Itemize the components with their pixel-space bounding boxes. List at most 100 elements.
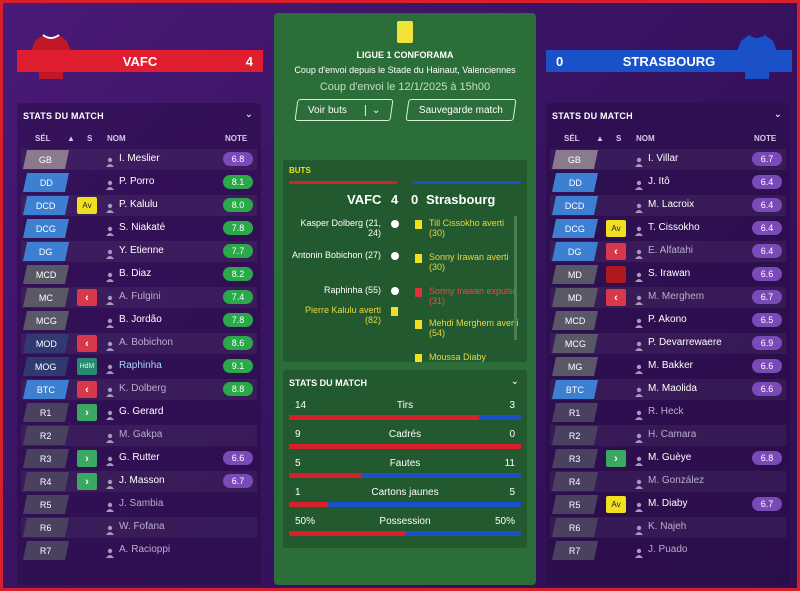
player-name[interactable]: G. Gerard xyxy=(119,406,164,417)
player-name[interactable]: A. Bobichon xyxy=(119,337,173,348)
player-row[interactable]: MCG P. Devarrewaere 6.9 xyxy=(550,333,786,354)
player-name[interactable]: P. Devarrewaere xyxy=(648,337,722,348)
player-name[interactable]: R. Heck xyxy=(648,406,684,417)
player-row[interactable]: R4 M. González xyxy=(550,471,786,492)
player-row[interactable]: DD P. Porro 8.1 xyxy=(21,172,257,193)
header-s[interactable]: S xyxy=(616,134,622,143)
position-badge[interactable]: R5 xyxy=(551,495,599,514)
position-badge[interactable]: R3 xyxy=(551,449,599,468)
player-name[interactable]: M. Maolida xyxy=(648,383,697,394)
player-name[interactable]: A. Racioppi xyxy=(119,544,171,555)
player-name[interactable]: A. Fulgini xyxy=(119,291,161,302)
position-badge[interactable]: R2 xyxy=(22,426,70,445)
position-badge[interactable]: R4 xyxy=(22,472,70,491)
chevron-down-icon[interactable]: ⌄ xyxy=(510,376,519,387)
player-name[interactable]: W. Fofana xyxy=(119,521,165,532)
player-name[interactable]: M. Bakker xyxy=(648,360,694,371)
player-name[interactable]: J. Masson xyxy=(119,475,165,486)
player-row[interactable]: R4 › J. Masson 6.7 xyxy=(21,471,257,492)
position-badge[interactable]: MOG xyxy=(22,357,70,376)
player-name[interactable]: P. Akono xyxy=(648,314,687,325)
header-s[interactable]: S xyxy=(87,134,93,143)
player-row[interactable]: DG ‹ E. Alfatahi 6.4 xyxy=(550,241,786,262)
player-row[interactable]: MCD P. Akono 6.5 xyxy=(550,310,786,331)
sort-arrow-icon[interactable]: ▲ xyxy=(67,134,75,143)
position-badge[interactable]: R6 xyxy=(22,518,70,537)
player-name[interactable]: S. Irawan xyxy=(648,268,691,279)
player-row[interactable]: DCD M. Lacroix 6.4 xyxy=(550,195,786,216)
position-badge[interactable]: R6 xyxy=(551,518,599,537)
player-row[interactable]: R1 R. Heck xyxy=(550,402,786,423)
position-badge[interactable]: MCD xyxy=(551,311,599,330)
position-badge[interactable]: MC xyxy=(22,288,70,307)
player-row[interactable]: GB I. Villar 6.7 xyxy=(550,149,786,170)
position-badge[interactable]: MD xyxy=(551,265,599,284)
position-badge[interactable]: R5 xyxy=(22,495,70,514)
player-name[interactable]: H. Camara xyxy=(648,429,697,440)
player-row[interactable]: R2 H. Camara xyxy=(550,425,786,446)
header-sel[interactable]: SÉL xyxy=(35,134,51,143)
header-nom[interactable]: NOM xyxy=(636,134,655,143)
position-badge[interactable]: MCD xyxy=(22,265,70,284)
position-badge[interactable]: R3 xyxy=(22,449,70,468)
player-row[interactable]: R7 A. Racioppi xyxy=(21,540,257,561)
position-badge[interactable]: R7 xyxy=(22,541,70,560)
position-badge[interactable]: R4 xyxy=(551,472,599,491)
player-row[interactable]: DCG S. Niakaté 7.8 xyxy=(21,218,257,239)
position-badge[interactable]: DCD xyxy=(551,196,599,215)
player-row[interactable]: BTC M. Maolida 6.6 xyxy=(550,379,786,400)
position-badge[interactable]: DG xyxy=(22,242,70,261)
chevron-down-icon[interactable]: ⌄ xyxy=(244,109,253,120)
events-scrollbar[interactable] xyxy=(514,216,517,340)
player-row[interactable]: R6 W. Fofana xyxy=(21,517,257,538)
position-badge[interactable]: BTC xyxy=(22,380,70,399)
player-row[interactable]: R2 M. Gakpa xyxy=(21,425,257,446)
player-name[interactable]: M. Diaby xyxy=(648,498,688,509)
player-name[interactable]: S. Niakaté xyxy=(119,222,166,233)
position-badge[interactable]: DG xyxy=(551,242,599,261)
player-name[interactable]: M. Gakpa xyxy=(119,429,163,440)
player-name[interactable]: K. Dolberg xyxy=(119,383,167,394)
player-row[interactable]: R5 Av M. Diaby 6.7 xyxy=(550,494,786,515)
sort-arrow-icon[interactable]: ▲ xyxy=(596,134,604,143)
position-badge[interactable]: R1 xyxy=(551,403,599,422)
player-row[interactable]: DCG Av T. Cissokho 6.4 xyxy=(550,218,786,239)
player-row[interactable]: MOD ‹ A. Bobichon 8.6 xyxy=(21,333,257,354)
player-row[interactable]: R3 › G. Rutter 6.6 xyxy=(21,448,257,469)
position-badge[interactable]: R7 xyxy=(551,541,599,560)
player-name[interactable]: Y. Etienne xyxy=(119,245,164,256)
header-sel[interactable]: SÉL xyxy=(564,134,580,143)
player-row[interactable]: MD S. Irawan 6.6 xyxy=(550,264,786,285)
position-badge[interactable]: MD xyxy=(551,288,599,307)
player-row[interactable]: R3 › M. Guèye 6.8 xyxy=(550,448,786,469)
position-badge[interactable]: DCG xyxy=(551,219,599,238)
position-badge[interactable]: MOD xyxy=(22,334,70,353)
header-note[interactable]: NOTE xyxy=(754,134,777,143)
player-row[interactable]: R5 J. Sambia xyxy=(21,494,257,515)
position-badge[interactable]: BTC xyxy=(551,380,599,399)
position-badge[interactable]: DCG xyxy=(22,219,70,238)
player-row[interactable]: MCG B. Jordão 7.8 xyxy=(21,310,257,331)
player-name[interactable]: M. Guèye xyxy=(648,452,692,463)
position-badge[interactable]: MCG xyxy=(22,311,70,330)
chevron-down-icon[interactable]: ⌄ xyxy=(364,104,381,116)
player-name[interactable]: T. Cissokho xyxy=(648,222,700,233)
position-badge[interactable]: DCD xyxy=(22,196,70,215)
player-row[interactable]: DCD Av P. Kalulu 8.0 xyxy=(21,195,257,216)
player-row[interactable]: R6 K. Najeh xyxy=(550,517,786,538)
save-match-button[interactable]: Sauvegarde match xyxy=(405,99,517,121)
header-note[interactable]: NOTE xyxy=(225,134,248,143)
header-nom[interactable]: NOM xyxy=(107,134,126,143)
player-name[interactable]: J. Puado xyxy=(648,544,688,555)
player-row[interactable]: R1 › G. Gerard xyxy=(21,402,257,423)
player-name[interactable]: J. Sambia xyxy=(119,498,164,509)
position-badge[interactable]: DD xyxy=(22,173,70,192)
view-goals-button[interactable]: Voir buts ⌄ xyxy=(294,99,394,121)
player-row[interactable]: MOG HdM Raphinha 9.1 xyxy=(21,356,257,377)
player-name[interactable]: K. Najeh xyxy=(648,521,687,532)
player-name[interactable]: B. Jordão xyxy=(119,314,162,325)
player-row[interactable]: R7 J. Puado xyxy=(550,540,786,561)
player-name[interactable]: Raphinha xyxy=(119,360,162,371)
player-name[interactable]: I. Meslier xyxy=(119,153,160,164)
player-name[interactable]: B. Diaz xyxy=(119,268,152,279)
